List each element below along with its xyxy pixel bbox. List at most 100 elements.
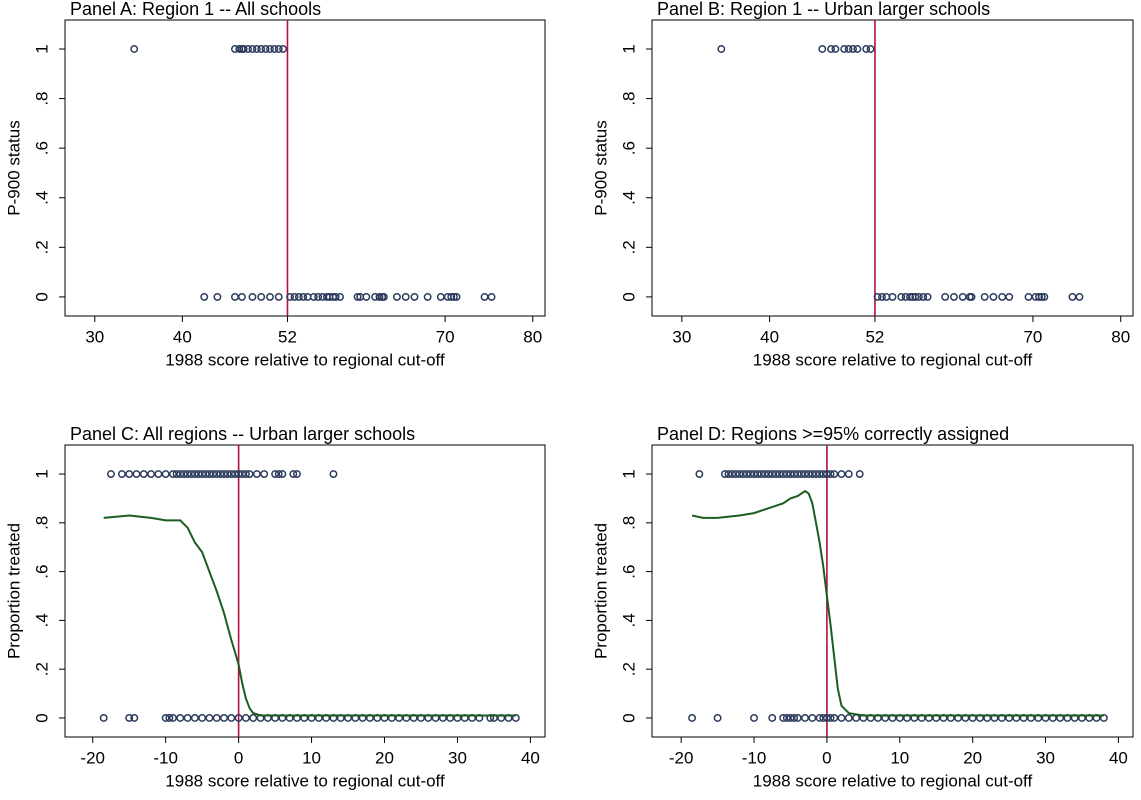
data-point <box>107 470 115 478</box>
data-point <box>252 45 261 53</box>
data-point <box>125 470 134 478</box>
y-tick-label: .2 <box>619 662 638 676</box>
y-axis-label: P-900 status <box>591 120 610 215</box>
data-point <box>853 45 862 53</box>
data-point <box>768 470 777 478</box>
data-point <box>161 470 170 478</box>
data-point <box>309 292 318 301</box>
panel: Panel C: All regions -- Urban larger sch… <box>4 424 546 790</box>
x-tick-label: 52 <box>865 327 884 346</box>
data-point <box>862 45 871 53</box>
data-point <box>260 470 269 478</box>
data-point <box>336 292 344 301</box>
plot-frame <box>64 444 546 738</box>
data-point <box>819 714 828 722</box>
data-point <box>452 292 461 301</box>
data-point <box>161 714 170 722</box>
data-point <box>132 470 141 478</box>
data-point <box>967 292 976 301</box>
x-tick-label: -20 <box>80 748 105 767</box>
data-point <box>831 45 840 53</box>
data-point <box>231 470 239 478</box>
data-point <box>739 470 748 478</box>
data-point <box>198 714 207 722</box>
data-point <box>724 470 733 478</box>
data-point <box>742 470 751 478</box>
data-point <box>234 714 243 722</box>
data-point <box>812 470 820 478</box>
data-point <box>362 292 371 301</box>
data-point <box>750 470 758 478</box>
data-point <box>289 470 298 478</box>
data-point <box>764 470 773 478</box>
y-tick-label: 1 <box>619 469 638 478</box>
data-point <box>125 714 134 722</box>
data-point <box>294 292 303 301</box>
data-point <box>998 292 1007 301</box>
x-tick-label: -10 <box>153 748 178 767</box>
data-point <box>147 470 156 478</box>
y-tick-label: 0 <box>32 292 51 301</box>
data-point <box>1037 292 1046 301</box>
x-tick-label: 40 <box>173 327 192 346</box>
data-point <box>735 470 744 478</box>
data-point <box>220 470 228 478</box>
x-tick-label: 52 <box>278 327 297 346</box>
smooth-line <box>691 489 1104 717</box>
data-point <box>793 470 802 478</box>
y-tick-label: .2 <box>32 240 51 254</box>
data-point <box>849 45 857 53</box>
y-tick-label: .6 <box>619 141 638 155</box>
data-point <box>266 292 274 301</box>
data-point <box>176 714 185 722</box>
data-point <box>808 470 817 478</box>
data-point <box>248 45 257 53</box>
data-point <box>844 45 853 53</box>
data-point <box>183 714 192 722</box>
data-point <box>844 714 853 722</box>
data-point <box>223 470 232 478</box>
data-point <box>257 45 266 53</box>
data-point <box>878 292 886 301</box>
y-tick-label: .6 <box>32 565 51 579</box>
data-point <box>487 292 496 301</box>
data-point <box>261 45 270 53</box>
data-point <box>827 45 836 53</box>
x-tick-label: 10 <box>302 748 321 767</box>
data-point <box>941 292 950 301</box>
data-point <box>212 714 221 722</box>
data-point <box>855 470 864 478</box>
data-point <box>314 292 323 301</box>
data-point <box>815 714 824 722</box>
x-tick-label: 0 <box>234 748 243 767</box>
y-tick-label: 0 <box>32 713 51 722</box>
data-point <box>257 292 266 301</box>
data-point <box>274 45 283 53</box>
data-point <box>906 292 915 301</box>
y-tick-label: .4 <box>619 191 638 205</box>
x-tick-label: 30 <box>85 327 104 346</box>
data-point <box>179 470 188 478</box>
panel: Panel D: Regions >=95% correctly assigne… <box>591 424 1134 790</box>
x-tick-label: 30 <box>672 327 691 346</box>
data-point <box>241 714 250 722</box>
data-point <box>771 470 780 478</box>
data-point <box>238 470 247 478</box>
panel-title: Panel A: Region 1 -- All schools <box>70 0 321 19</box>
data-point <box>818 45 827 53</box>
data-point <box>169 470 177 478</box>
data-point <box>187 470 196 478</box>
data-point <box>728 470 737 478</box>
data-point <box>130 714 139 722</box>
data-point <box>949 292 958 301</box>
data-point <box>782 714 791 722</box>
data-point <box>227 470 236 478</box>
data-point <box>353 292 362 301</box>
x-axis-label: 1988 score relative to regional cut-off <box>753 771 1033 790</box>
panel-title: Panel B: Region 1 -- Urban larger school… <box>657 0 990 19</box>
y-tick-label: .4 <box>32 613 51 627</box>
data-point <box>720 470 729 478</box>
data-point <box>775 470 784 478</box>
data-point <box>244 45 253 53</box>
y-axis-label: Proportion treated <box>591 523 610 659</box>
